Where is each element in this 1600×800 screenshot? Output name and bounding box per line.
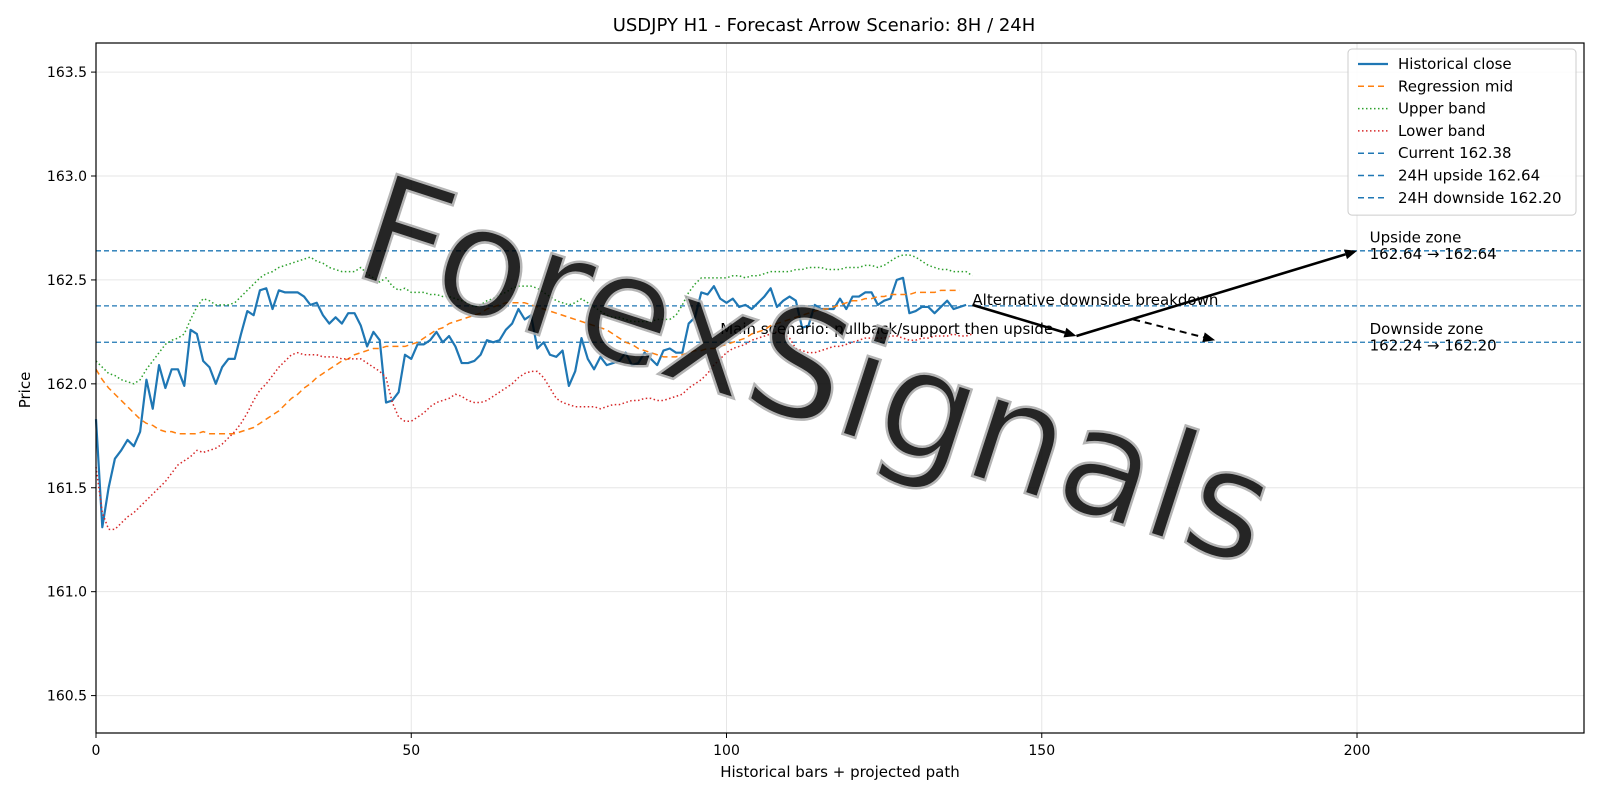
x-tick-label: 50: [402, 743, 420, 759]
annotation-text: Alternative downside breakdown: [972, 291, 1218, 309]
series-line: [95, 254, 973, 385]
main-scenario-arrow-head: [1063, 327, 1077, 338]
y-tick-label: 160.5: [47, 689, 87, 705]
annotation-text: 162.24 → 162.20: [1370, 337, 1497, 355]
legend-label: Historical close: [1398, 55, 1512, 73]
legend-label: Upper band: [1398, 100, 1486, 118]
gridlines: [95, 43, 1584, 733]
y-tick-label: 162.0: [47, 377, 87, 393]
annotation-text: 162.64 → 162.64: [1370, 245, 1497, 263]
series-line: [95, 331, 973, 531]
legend-label: Regression mid: [1398, 77, 1513, 95]
annotation-text: Upside zone: [1370, 229, 1462, 247]
main-scenario-arrow-head: [1344, 249, 1358, 260]
chart-title: USDJPY H1 - Forecast Arrow Scenario: 8H …: [613, 15, 1036, 36]
legend-label: Current 162.38: [1398, 144, 1512, 162]
legend-label: Lower band: [1398, 122, 1485, 140]
legend: Historical close Regression mid Upper band…: [1347, 48, 1577, 216]
legend-label: 24H downside 162.20: [1398, 189, 1562, 207]
series-line: [94, 276, 967, 529]
legend-box: [1347, 48, 1577, 216]
x-tick-label: 150: [1028, 743, 1055, 759]
y-tick-label: 162.5: [47, 273, 87, 289]
reference-lines: [96, 250, 1584, 343]
legend-label: 24H upside 162.64: [1398, 167, 1540, 185]
y-tick-label: 163.5: [47, 65, 87, 81]
y-axis-label: Price: [16, 372, 34, 409]
alternative-arrow-head: [1202, 332, 1216, 343]
x-tick-label: 0: [92, 743, 101, 759]
y-tick-label: 163.0: [47, 169, 87, 185]
x-axis-label: Historical bars + projected path: [720, 763, 960, 781]
x-tick-label: 100: [713, 743, 740, 759]
plot-area-frame: [95, 42, 1585, 734]
main-scenario-arrow: [972, 303, 1066, 334]
annotation-text: Main scenario: pullback/support then ups…: [720, 320, 1053, 338]
annotation-text: Downside zone: [1370, 320, 1484, 338]
x-tick-label: 200: [1344, 743, 1371, 759]
x-axis-ticks: 0 50 100 150 200: [92, 733, 1371, 759]
series-lines: [94, 254, 973, 531]
series-line: [95, 289, 960, 435]
scenario-arrows: [972, 249, 1358, 343]
y-tick-label: 161.5: [47, 481, 87, 497]
alternative-arrow: [1132, 318, 1204, 339]
main-scenario-arrow: [1076, 253, 1346, 338]
y-tick-label: 161.0: [47, 585, 87, 601]
y-axis-ticks: 160.5 161.0 161.5 162.0 162.5 163.0 163.5: [47, 65, 96, 705]
annotations: Main scenario: pullback/support then ups…: [720, 229, 1497, 355]
